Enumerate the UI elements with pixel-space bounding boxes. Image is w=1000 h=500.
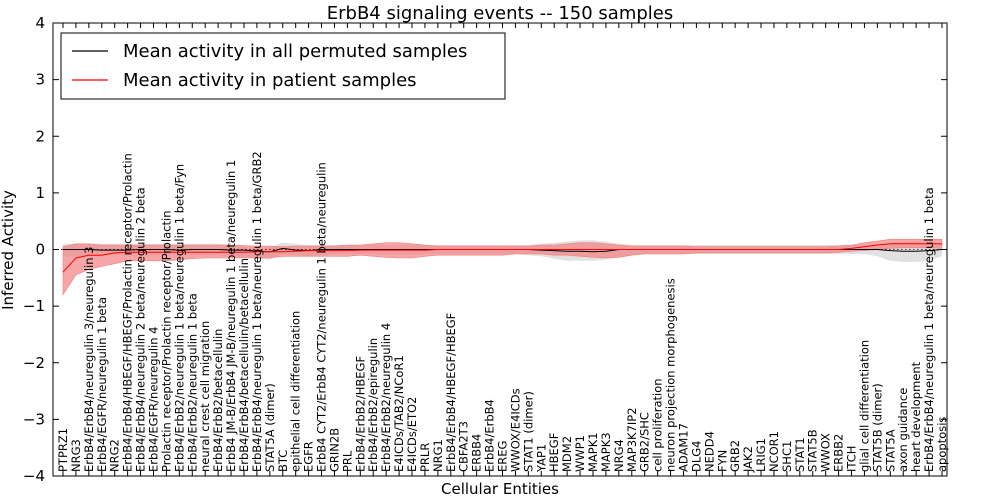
x-tick-label: E4ICDs/TAB2/NCoR1 <box>392 355 406 472</box>
x-tick-label: MDM2 <box>560 436 574 472</box>
x-tick-label: neural crest cell migration <box>198 321 212 472</box>
x-tick-label: ErbB4/ErbB2/epiregulin <box>366 338 380 472</box>
x-tick-label: HBEGF <box>547 433 561 472</box>
x-tick-label: heart development <box>909 361 923 472</box>
x-tick-label: STAT1 (dimer) <box>521 391 535 472</box>
x-tick-label: NCOR1 <box>767 431 781 472</box>
x-tick-label: ErbB4/ErbB4/HBEGF/HBEGF <box>444 313 458 472</box>
x-tick-label: STAT5B <box>806 429 820 472</box>
x-axis-label: Cellular Entities <box>441 480 559 498</box>
x-tick-label: YAP1 <box>534 444 548 473</box>
x-tick-label: ErbB4/ErbB2/neuregulin 1 beta <box>185 293 199 472</box>
x-tick-label: ErbB4/ErbB2/HBEGF <box>353 356 367 472</box>
legend: Mean activity in all permuted samples Me… <box>60 32 506 100</box>
x-tick-label: NRG3 <box>69 439 83 472</box>
x-tick-label: NRG2 <box>108 439 122 472</box>
x-tick-label: PRL <box>340 450 354 472</box>
x-tick-label: ErbB4/ErbB4/betacellulin/betacellulin <box>237 258 251 472</box>
x-tick-label: EGFR <box>302 441 316 472</box>
legend-frame <box>60 32 506 100</box>
x-tick-label: SHC1 <box>780 441 794 472</box>
x-tick-label: glial cell differentiation <box>857 340 871 472</box>
x-tick-label: ErbB4/ErbB4/HBEGF/HBEGF/Prolactin recept… <box>121 153 135 472</box>
x-tick-label: NRG1 <box>431 439 445 472</box>
x-tick-label: ErbB4/ErbB2/neuregulin 1 beta/neuregulin… <box>172 164 186 472</box>
x-tick-label: PTPRZ1 <box>56 428 70 472</box>
x-tick-label: ErbB4/ErbB4/neuregulin 1 beta/neuregulin… <box>250 151 264 472</box>
x-tick-label: MAP3K7IP2 <box>625 407 639 472</box>
y-tick-label: 3 <box>35 71 45 89</box>
x-tick-label: ErbB4/EGFR/neuregulin 4 <box>146 327 160 472</box>
x-tick-label: EREG <box>496 441 510 472</box>
x-tick-label: MAPK1 <box>586 432 600 472</box>
x-tick-label: axon guidance <box>896 388 910 472</box>
x-tick-label: ErbB4 CYT2/ErbB4 CYT2/neuregulin 1 beta/… <box>315 162 329 472</box>
x-tick-label: STAT5A <box>883 429 897 472</box>
y-tick-label: −4 <box>23 467 45 485</box>
x-tick-label: apoptosis <box>935 417 949 472</box>
x-tick-label: DLG4 <box>689 441 703 473</box>
x-tick-label: CBFA2T3 <box>457 421 471 472</box>
y-tick-label: 2 <box>35 127 45 145</box>
x-tick-label: E4ICDs/ETO2 <box>405 397 419 472</box>
x-tick-label: FYN <box>715 450 729 472</box>
x-tick-label: NRG4 <box>612 439 626 472</box>
x-tick-label: ErbB4 JM-B/ErbB4 JM-B/neuregulin 1 beta/… <box>224 160 238 472</box>
x-tick-label: ErbB4/ErbB4/neuregulin 2 beta/neuregulin… <box>134 187 148 472</box>
x-tick-label: BTC <box>276 450 290 472</box>
y-tick-label: 1 <box>35 184 45 202</box>
legend-label-permuted: Mean activity in all permuted samples <box>123 41 467 62</box>
patient-mean-line <box>62 243 942 273</box>
plot-area: −4−3−2−101234PTPRZ1NRG3ErbB4/ErbB4/neure… <box>23 14 949 485</box>
x-tick-label: WWOX/E4ICDs <box>508 388 522 472</box>
x-tick-label: STAT5B (dimer) <box>870 383 884 472</box>
x-tick-label: ERBB4 <box>470 434 484 472</box>
x-tick-label: GRB2 <box>728 440 742 472</box>
y-tick-label: 0 <box>35 241 45 259</box>
x-tick-label: ADAM17 <box>676 423 690 472</box>
legend-label-patient: Mean activity in patient samples <box>123 70 417 91</box>
chart-title: ErbB4 signaling events -- 150 samples <box>327 3 674 24</box>
x-tick-label: JAK2 <box>741 446 755 473</box>
x-tick-label: ErbB4/ErbB4/neuregulin 3/neuregulin 3 <box>82 246 96 472</box>
x-tick-label: ErbB4/ErbB4/neuregulin 1 beta/neuregulin… <box>922 187 936 472</box>
x-tick-label: ITCH <box>845 446 859 472</box>
x-tick-label: WWP1 <box>573 435 587 472</box>
x-tick-label: ErbB4/EGFR/neuregulin 1 beta <box>95 297 109 472</box>
y-tick-label: 4 <box>35 14 45 32</box>
x-tick-label: STAT5A (dimer) <box>263 383 277 472</box>
x-tick-label: GRB2/SHC <box>638 412 652 472</box>
patient-band <box>62 239 943 296</box>
y-tick-label: −2 <box>23 354 45 372</box>
x-tick-label: cell proliferation <box>651 378 665 472</box>
x-tick-label: ErbB4/ErbB4 <box>483 399 497 472</box>
y-tick-label: −3 <box>23 410 45 428</box>
x-tick-label: ErbB4/ErbB2/neuregulin 4 <box>379 323 393 472</box>
x-tick-label: neuron projection morphogenesis <box>664 278 678 472</box>
x-tick-label: STAT1 <box>793 437 807 472</box>
x-tick-label: MAPK3 <box>599 432 613 472</box>
x-tick-label: ERBB2 <box>832 434 846 472</box>
x-tick-label: ErbB4/ErbB2/betacellulin <box>211 329 225 472</box>
y-axis-label: Inferred Activity <box>0 190 17 310</box>
x-tick-label: PRLR <box>418 443 432 472</box>
x-tick-label: epithelial cell differentiation <box>289 311 303 472</box>
y-tick-label: −1 <box>23 297 45 315</box>
x-tick-label: Prolactin receptor/Prolactin receptor/Pr… <box>159 210 173 472</box>
x-tick-label: WWOX <box>819 433 833 472</box>
x-tick-label: LRIG1 <box>754 438 768 472</box>
x-tick-label: NEDD4 <box>702 431 716 472</box>
x-tick-label: GRIN2B <box>327 428 341 472</box>
